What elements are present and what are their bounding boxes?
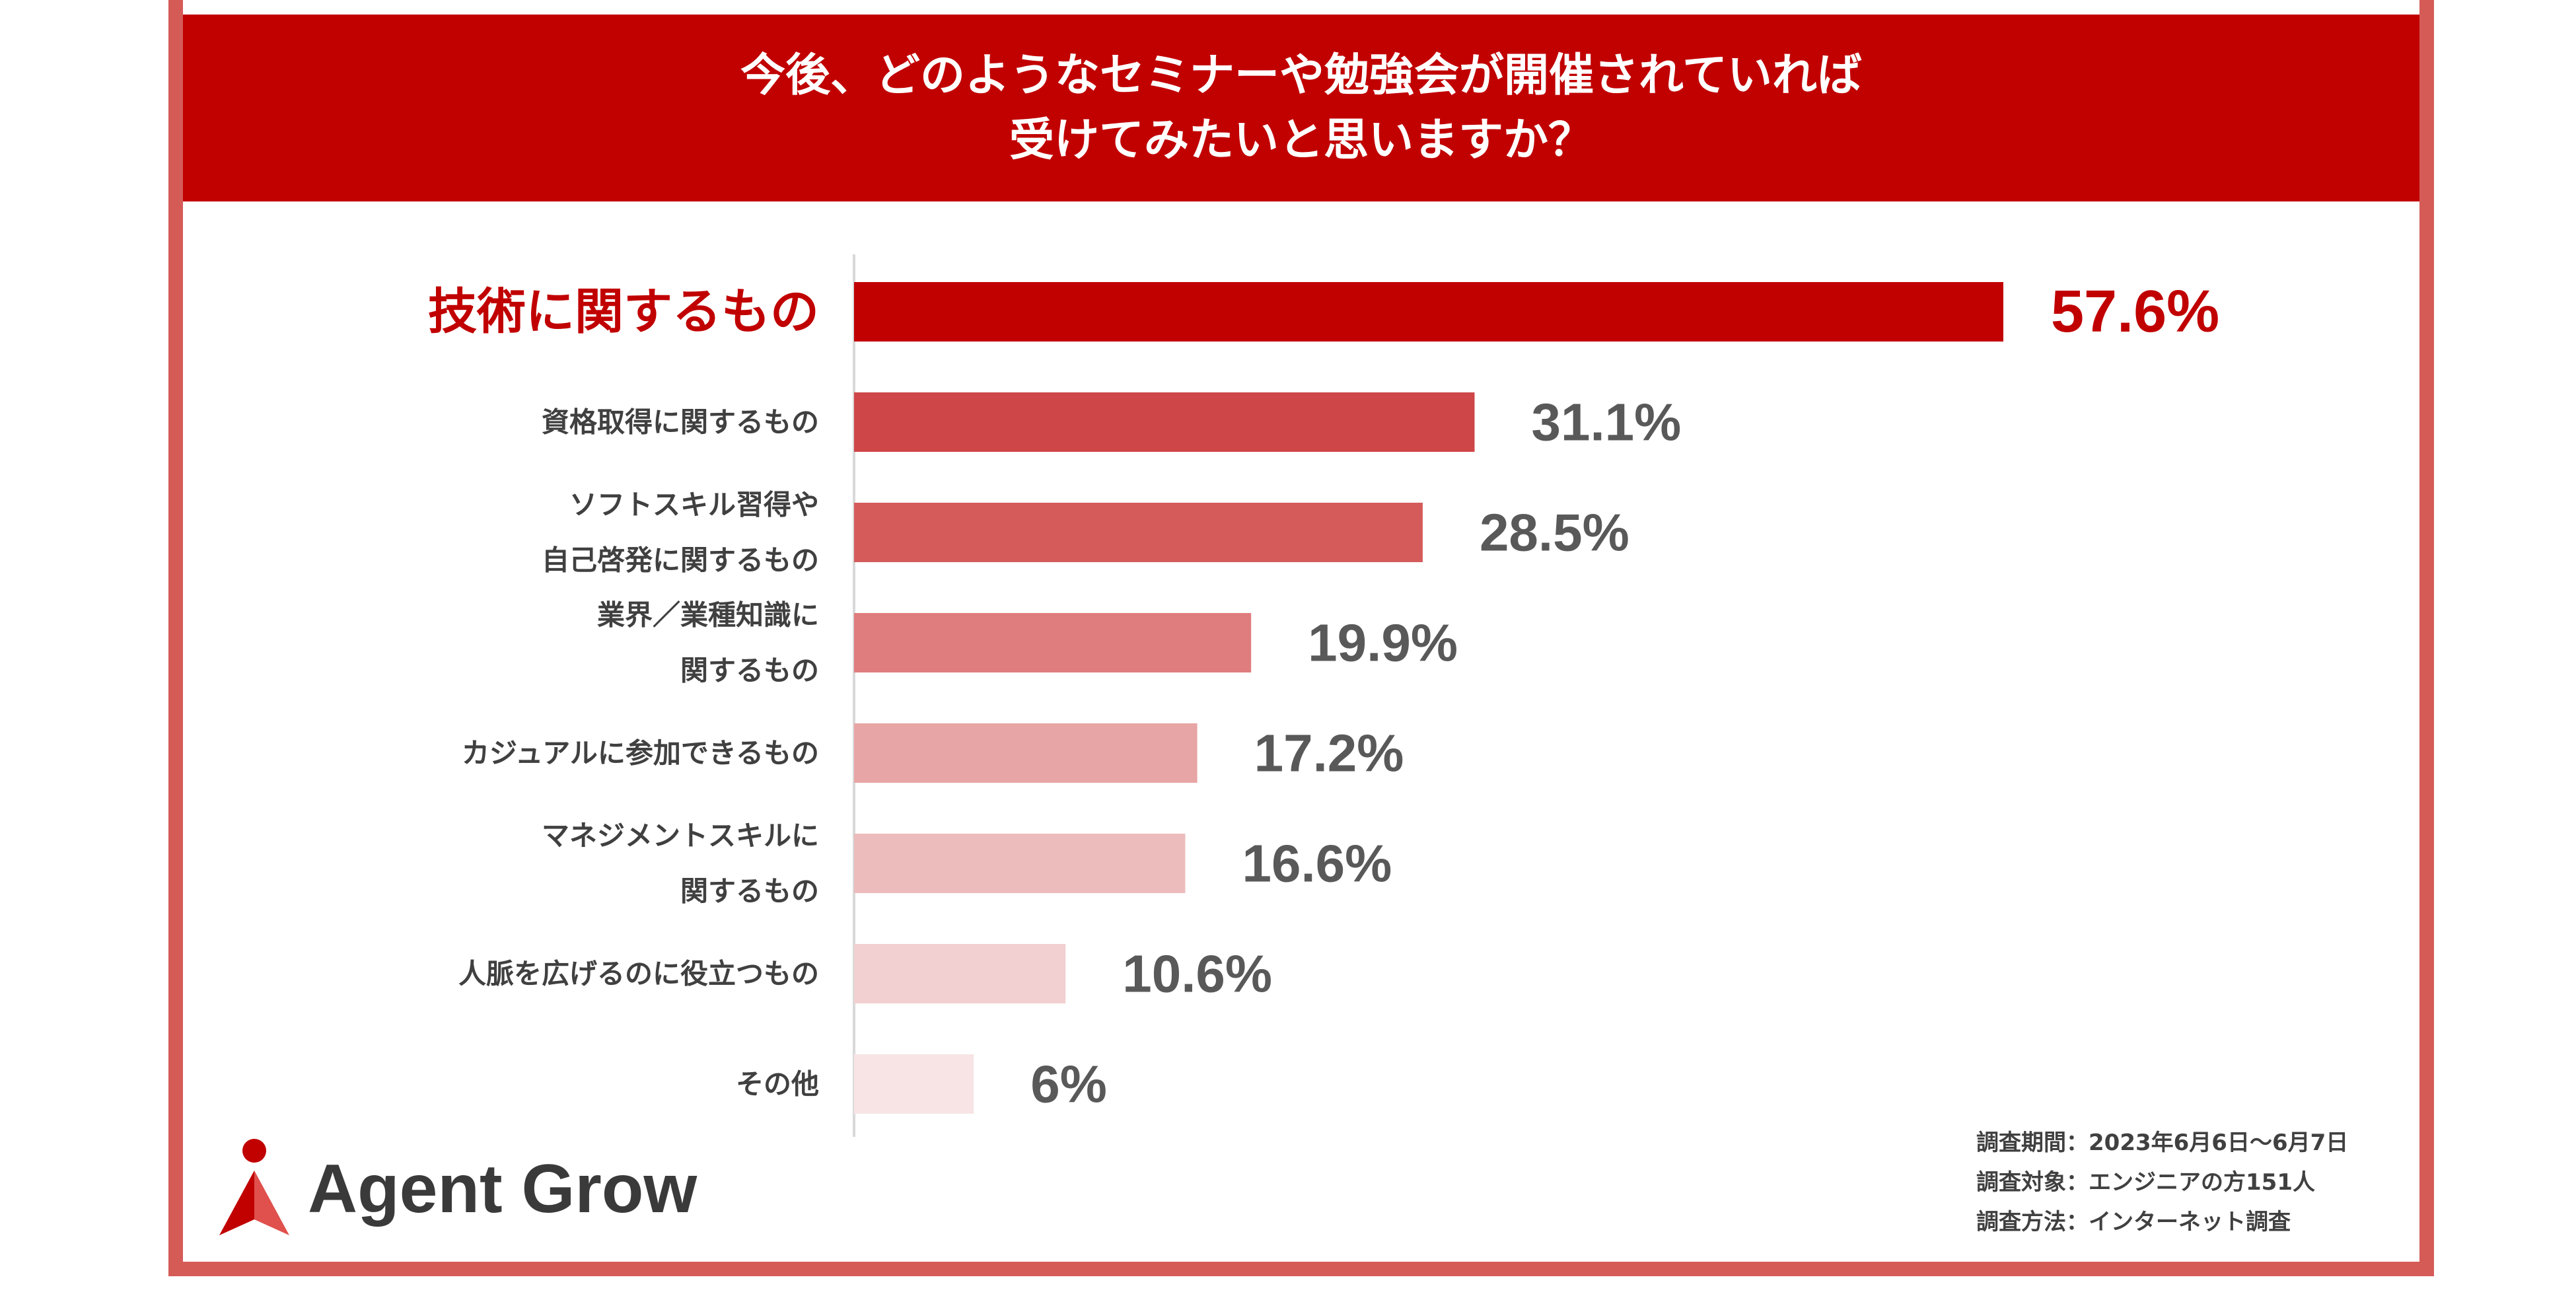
agent-grow-logo-icon	[219, 1139, 289, 1235]
bar-7	[854, 944, 1066, 1003]
bar-3	[854, 503, 1423, 562]
value-label-3: 28.5%	[1480, 503, 1629, 562]
chart-header: 今後、どのようなセミナーや勉強会が開催されていれば 受けてみたいと思いますか？	[183, 15, 2419, 201]
category-label-7: 人脈を広げるのに役立つもの	[458, 958, 819, 990]
frame-border	[168, 0, 2434, 1276]
category-label-6-line-2: 関するもの	[680, 875, 819, 908]
category-label-5: カジュアルに参加できるもの	[462, 737, 819, 770]
category-label-3-line-2: 自己啓発に関するもの	[542, 544, 819, 577]
category-label-3-line-1: ソフトスキル習得や	[569, 489, 819, 521]
bar-8	[854, 1054, 974, 1114]
bar-4	[854, 613, 1252, 672]
survey-notes: 調査期間：2023年6月6日〜6月7日 調査対象：エンジニアの方151人 調査方…	[1976, 1123, 2348, 1242]
category-label-1: 技術に関するもの	[428, 283, 819, 340]
survey-period: 調査期間：2023年6月6日〜6月7日	[1976, 1130, 2349, 1156]
logo-text: Agent Grow	[308, 1150, 698, 1227]
category-label-4-line-1: 業界／業種知識に	[597, 599, 819, 632]
chart-title-line1: 今後、どのようなセミナーや勉強会が開催されていれば	[740, 49, 1862, 102]
category-label-4-line-2: 関するもの	[680, 655, 819, 687]
chart-title-line2: 受けてみたいと思いますか？	[1009, 114, 1593, 166]
value-label-2: 31.1%	[1531, 393, 1681, 452]
brand-logo: Agent Grow	[218, 1136, 697, 1242]
value-label-1: 57.6%	[2051, 279, 2219, 345]
category-label-6-line-1: マネジメントスキルに	[542, 820, 819, 852]
value-label-8: 6%	[1030, 1055, 1107, 1114]
bar-5	[854, 723, 1198, 783]
bar-2	[854, 392, 1475, 452]
bar-1	[854, 282, 2003, 342]
bar-6	[854, 834, 1186, 893]
value-label-7: 10.6%	[1122, 945, 1272, 1003]
category-label-8: その他	[736, 1068, 819, 1101]
value-label-5: 17.2%	[1254, 724, 1404, 783]
value-label-6: 16.6%	[1242, 834, 1392, 893]
survey-target: 調査対象：エンジニアの方151人	[1976, 1169, 2315, 1196]
category-label-2: 資格取得に関するもの	[542, 406, 819, 439]
value-label-4: 19.9%	[1308, 614, 1458, 672]
survey-method: 調査方法：インターネット調査	[1976, 1209, 2291, 1235]
